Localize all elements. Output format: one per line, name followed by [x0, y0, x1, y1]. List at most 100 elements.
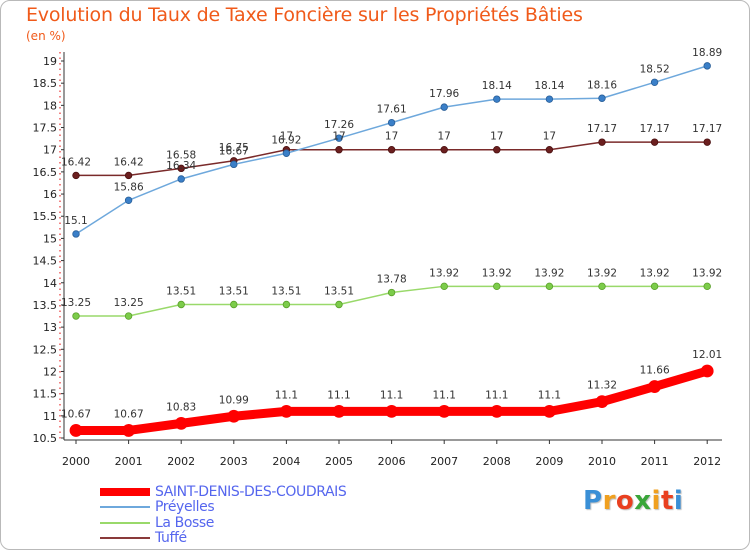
x-tick-label: 2003 — [220, 455, 248, 468]
data-point — [595, 395, 609, 409]
x-tick-label: 2010 — [588, 455, 616, 468]
data-label: 18.14 — [534, 80, 564, 92]
data-point — [440, 146, 448, 154]
data-point — [230, 300, 238, 309]
data-label: 13.78 — [377, 274, 407, 286]
logo-letter: r — [602, 486, 616, 516]
data-point — [545, 146, 554, 154]
data-point — [385, 404, 399, 418]
proxiti-logo: Proxiti — [583, 486, 683, 516]
data-point — [227, 409, 241, 423]
legend-swatch-saint-denis — [100, 487, 150, 496]
x-tick-label: 2004 — [272, 455, 300, 468]
legend-item-tuffe[interactable]: Tuffé — [100, 530, 346, 547]
data-label: 10.67 — [114, 408, 144, 420]
y-tick-label: 16 — [43, 188, 57, 201]
y-tick-label: 12 — [43, 365, 57, 378]
data-label: 18.14 — [482, 80, 512, 92]
data-label: 10.67 — [61, 408, 91, 420]
data-label: 17 — [543, 131, 556, 143]
data-label: 17.96 — [429, 88, 459, 100]
y-tick-label: 19 — [43, 55, 57, 68]
data-label: 11.1 — [275, 389, 298, 401]
legend-item-preyelles[interactable]: Préyelles — [100, 499, 346, 515]
legend-item-saint-denis[interactable]: SAINT-DENIS-DES-COUDRAIS — [100, 483, 347, 500]
data-label: 11.1 — [538, 389, 561, 401]
series-layer — [69, 62, 714, 437]
data-label: 13.51 — [271, 285, 301, 297]
data-point — [72, 230, 80, 238]
x-tick-label: 2000 — [62, 455, 90, 468]
data-label: 10.83 — [166, 401, 196, 413]
data-point — [650, 282, 659, 291]
data-point — [177, 175, 185, 183]
data-point — [124, 196, 133, 204]
data-point — [230, 160, 238, 169]
data-label: 17.26 — [324, 119, 354, 131]
data-label: 10.99 — [219, 394, 249, 406]
data-point — [174, 416, 188, 430]
data-point — [545, 95, 554, 103]
legend-label: SAINT-DENIS-DES-COUDRAIS — [155, 483, 347, 500]
data-label: 13.25 — [114, 297, 144, 309]
data-label: 13.92 — [534, 267, 564, 279]
data-label: 13.92 — [482, 267, 512, 279]
data-point — [177, 300, 185, 309]
data-point — [700, 364, 714, 378]
data-label: 18.16 — [587, 79, 617, 91]
data-point — [279, 404, 293, 418]
y-tick-label: 11 — [43, 410, 57, 423]
data-label: 16.42 — [114, 156, 144, 168]
x-tick-label: 2007 — [430, 455, 458, 468]
x-tick-label: 2006 — [378, 455, 406, 468]
data-point — [124, 171, 133, 180]
data-point — [440, 282, 448, 291]
data-point — [122, 424, 136, 437]
data-label: 16.58 — [166, 149, 196, 161]
data-label: 18.89 — [692, 47, 722, 59]
data-point — [493, 282, 501, 291]
data-point — [490, 404, 504, 418]
data-point — [493, 146, 501, 154]
x-tick-label: 2002 — [167, 455, 195, 468]
legend-label: Tuffé — [155, 530, 187, 547]
data-label: 13.25 — [61, 297, 91, 309]
y-tick-label: 15.5 — [33, 210, 58, 223]
data-label: 16.67 — [219, 145, 249, 157]
data-point — [387, 288, 396, 297]
data-point — [703, 62, 711, 70]
y-tick-label: 13 — [43, 321, 57, 334]
data-label: 16.92 — [271, 134, 301, 146]
data-label: 13.51 — [324, 285, 354, 297]
data-point — [493, 95, 501, 103]
legend-item-la-bosse[interactable]: La Bosse — [100, 515, 346, 531]
y-tick-label: 17.5 — [33, 122, 58, 135]
x-tick-label: 2008 — [483, 455, 511, 468]
legend-swatch-la-bosse — [100, 521, 150, 524]
x-tick-label: 2012 — [693, 455, 721, 468]
data-point — [282, 149, 291, 157]
data-point — [124, 312, 133, 320]
data-label: 17 — [438, 131, 451, 143]
data-label: 16.34 — [166, 160, 196, 172]
data-label: 16.42 — [61, 156, 91, 168]
data-point — [387, 118, 396, 127]
legend: SAINT-DENIS-DES-COUDRAIS Préyelles La Bo… — [100, 483, 347, 547]
logo-letter: t — [660, 486, 674, 516]
data-label: 17 — [385, 131, 398, 143]
data-point — [648, 380, 661, 393]
data-point — [650, 78, 659, 86]
data-point — [703, 282, 711, 291]
data-label: 11.1 — [433, 389, 456, 401]
data-point — [598, 94, 606, 102]
data-labels-layer: 10.67 10.67 10.83 10.99 11.1 11.1 11.1 11.1 11.1… — [61, 47, 722, 421]
chart-title: Evolution du Taux de Taxe Foncière sur l… — [26, 4, 583, 26]
data-point — [598, 138, 606, 146]
data-label: 17.17 — [640, 123, 670, 135]
logo-letter: i — [673, 486, 684, 516]
y-tick-label: 16.5 — [33, 166, 58, 179]
data-label: 17 — [332, 131, 345, 143]
data-point — [703, 138, 711, 146]
data-point — [440, 103, 448, 111]
data-label: 11.32 — [587, 380, 617, 392]
